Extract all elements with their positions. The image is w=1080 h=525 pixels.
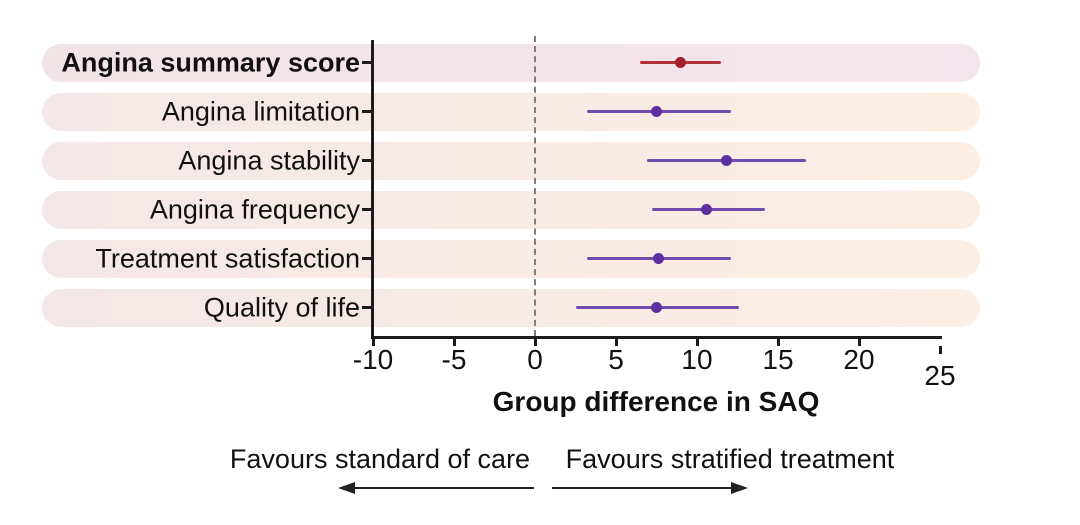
x-tick-label: 25 <box>924 360 956 391</box>
point-estimate-dot <box>720 155 732 166</box>
x-tick <box>777 338 780 346</box>
x-tick <box>372 338 375 346</box>
row-band <box>42 43 980 82</box>
row-band <box>42 141 980 180</box>
x-tick <box>939 346 942 354</box>
left-arrow-icon <box>338 482 534 494</box>
y-axis-line <box>371 40 374 338</box>
row-label: Angina limitation <box>161 96 360 126</box>
point-estimate-dot <box>701 204 713 215</box>
left-arrow-shaft <box>351 487 534 489</box>
y-tick <box>362 110 371 113</box>
x-tick-label: -5 <box>441 344 467 375</box>
y-tick <box>362 208 371 211</box>
x-tick-label: 5 <box>608 344 624 375</box>
row-label: Angina frequency <box>149 194 360 224</box>
y-tick <box>362 61 371 64</box>
row-band <box>42 190 980 229</box>
y-tick <box>362 306 371 309</box>
x-tick-label: -10 <box>352 344 394 375</box>
row-label: Treatment satisfaction <box>95 243 360 273</box>
favours-standard-of-care-label: Favours standard of care <box>229 444 531 474</box>
x-tick <box>615 338 618 346</box>
left-arrowhead-icon <box>338 482 355 494</box>
y-tick <box>362 159 371 162</box>
point-estimate-dot <box>651 302 662 313</box>
favours-stratified-treatment-label: Favours stratified treatment <box>565 444 895 474</box>
x-tick-label: 0 <box>527 344 543 375</box>
right-arrow-shaft <box>552 487 735 489</box>
zero-reference-line <box>534 36 536 336</box>
row-band <box>42 239 980 278</box>
x-tick-label: 15 <box>762 344 794 375</box>
x-axis-line <box>371 336 942 339</box>
point-estimate-dot <box>652 253 664 264</box>
row-label: Quality of life <box>203 292 360 322</box>
x-tick <box>858 338 861 346</box>
x-axis-title: Group difference in SAQ <box>492 386 820 417</box>
point-estimate-dot <box>651 106 662 117</box>
x-tick <box>534 338 537 346</box>
right-arrow-icon <box>552 482 748 494</box>
x-tick <box>696 338 699 346</box>
row-label: Angina stability <box>178 145 360 175</box>
point-estimate-dot <box>675 57 687 68</box>
y-tick <box>362 257 371 260</box>
row-label: Angina summary score <box>61 47 360 77</box>
row-band <box>42 288 980 327</box>
row-band <box>42 92 980 131</box>
x-tick <box>453 338 456 346</box>
right-arrowhead-icon <box>731 482 748 494</box>
x-tick-label: 10 <box>681 344 713 375</box>
x-tick-label: 20 <box>843 344 875 375</box>
